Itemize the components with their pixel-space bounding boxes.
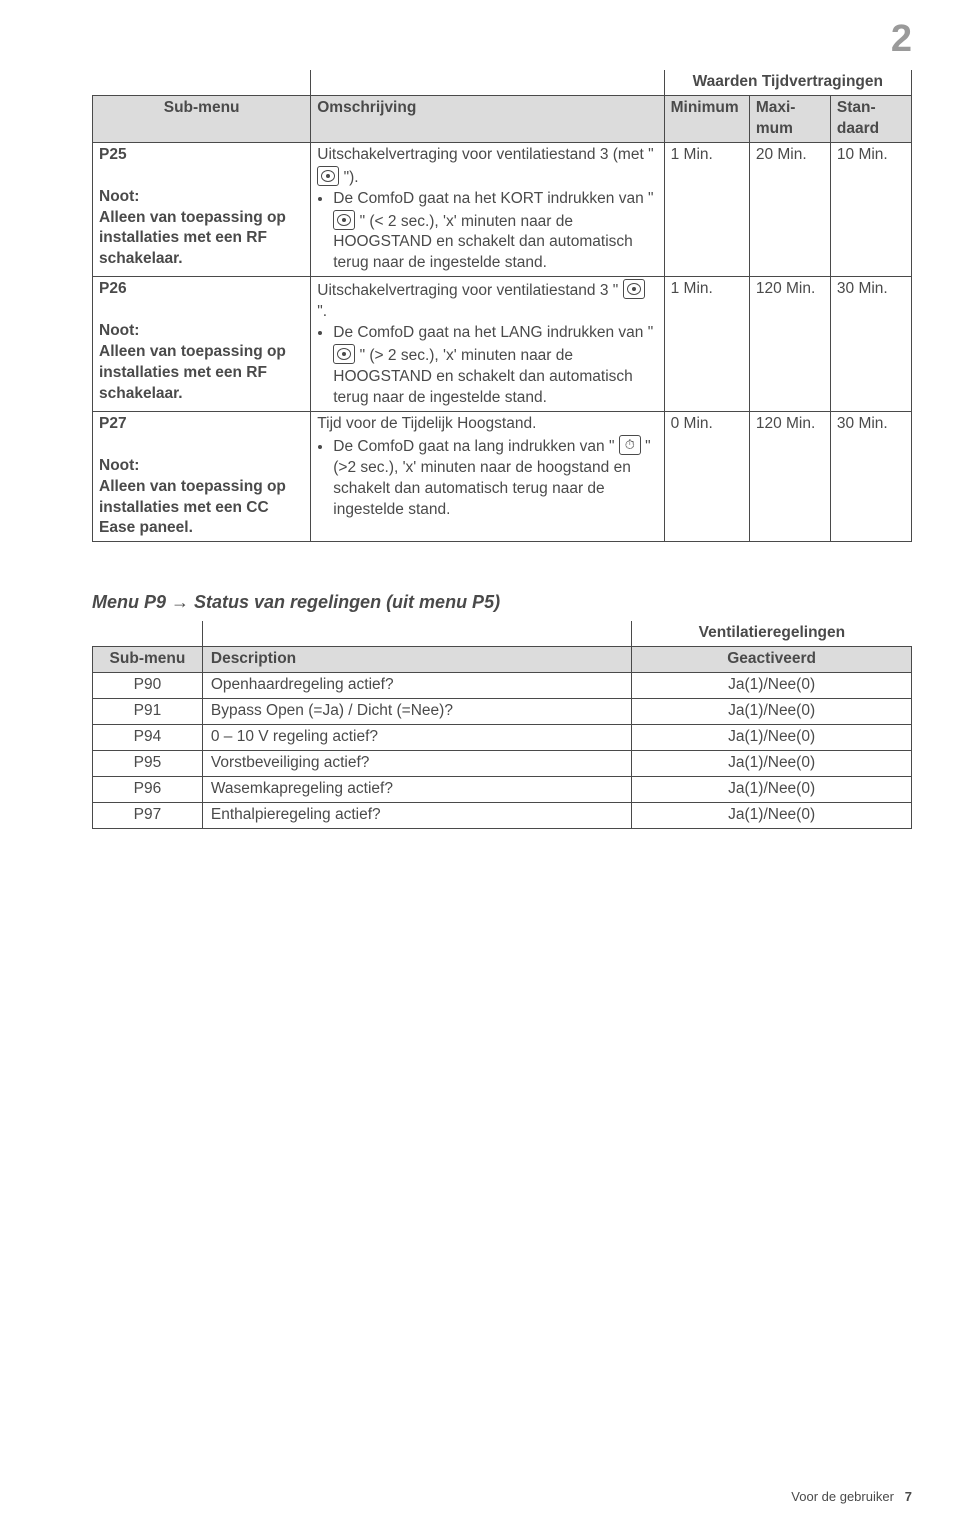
param-code: P25 bbox=[99, 145, 304, 166]
blank-header-cell bbox=[93, 70, 311, 95]
bullet-item: De ComfoD gaat na het LANG indrukken van… bbox=[333, 323, 657, 409]
table-group-header: Waarden Tijdvertragingen bbox=[664, 70, 911, 95]
cell-desc: Enthalpieregeling actief? bbox=[202, 802, 631, 828]
col-header-omschrijving: Omschrijving bbox=[311, 95, 664, 142]
fan-icon bbox=[333, 344, 355, 364]
noot-text: Alleen van toepassing op installaties me… bbox=[99, 208, 304, 271]
cell-min: 1 Min. bbox=[664, 142, 749, 277]
bullet-text: " (> 2 sec.), 'x' minuten naar de HOOGST… bbox=[333, 347, 633, 406]
param-code: P27 bbox=[99, 414, 304, 435]
table-ventilatieregelingen: Ventilatieregelingen Sub-menu Descriptio… bbox=[92, 621, 912, 828]
fan-icon bbox=[317, 166, 339, 186]
cell-code: P96 bbox=[93, 776, 203, 802]
table-row: P94 0 – 10 V regeling actief? Ja(1)/Nee(… bbox=[93, 725, 912, 751]
cell-max: 20 Min. bbox=[749, 142, 830, 277]
timer-icon bbox=[619, 435, 641, 455]
section-title-p9: Menu P9 → Status van regelingen (uit men… bbox=[92, 592, 912, 613]
param-code: P26 bbox=[99, 279, 304, 300]
cell-code: P95 bbox=[93, 750, 203, 776]
col-header-text: Maxi- bbox=[756, 99, 796, 116]
cell-val: Ja(1)/Nee(0) bbox=[632, 725, 912, 751]
cell-code: P91 bbox=[93, 699, 203, 725]
noot-text: Alleen van toepassing op installaties me… bbox=[99, 342, 304, 405]
table-group-header: Ventilatieregelingen bbox=[632, 621, 912, 646]
cell-desc: Openhaardregeling actief? bbox=[202, 673, 631, 699]
col-header-submenu: Sub-menu bbox=[93, 95, 311, 142]
page-footer: Voor de gebruiker 7 bbox=[791, 1489, 912, 1504]
cell-std: 30 Min. bbox=[830, 277, 911, 412]
cell-omschrijving: Uitschakelvertraging voor ventilatiestan… bbox=[311, 277, 664, 412]
noot-label: Noot: bbox=[99, 321, 304, 342]
desc-text: ". bbox=[317, 303, 327, 320]
table-row: P90 Openhaardregeling actief? Ja(1)/Nee(… bbox=[93, 673, 912, 699]
table-row: P95 Vorstbeveiliging actief? Ja(1)/Nee(0… bbox=[93, 750, 912, 776]
cell-std: 30 Min. bbox=[830, 411, 911, 542]
col-header-text: Stan- bbox=[837, 99, 876, 116]
cell-val: Ja(1)/Nee(0) bbox=[632, 699, 912, 725]
cell-omschrijving: Tijd voor de Tijdelijk Hoogstand. De Com… bbox=[311, 411, 664, 542]
fan-icon bbox=[623, 279, 645, 299]
cell-submenu: P26 Noot: Alleen van toepassing op insta… bbox=[93, 277, 311, 412]
bullet-text: De ComfoD gaat na het LANG indrukken van… bbox=[333, 324, 653, 341]
cell-min: 0 Min. bbox=[664, 411, 749, 542]
col-header-standaard: Stan- daard bbox=[830, 95, 911, 142]
arrow-icon: → bbox=[171, 592, 189, 612]
table-row: P96 Wasemkapregeling actief? Ja(1)/Nee(0… bbox=[93, 776, 912, 802]
bullet-text: De ComfoD gaat na lang indrukken van " bbox=[333, 438, 614, 455]
col-header-text: daard bbox=[837, 120, 879, 137]
section-title-text: Menu P9 bbox=[92, 592, 171, 612]
cell-min: 1 Min. bbox=[664, 277, 749, 412]
cell-submenu: P27 Noot: Alleen van toepassing op insta… bbox=[93, 411, 311, 542]
cell-max: 120 Min. bbox=[749, 277, 830, 412]
cell-desc: Wasemkapregeling actief? bbox=[202, 776, 631, 802]
section-title-text: Status van regelingen (uit menu P5) bbox=[189, 592, 500, 612]
table-row: P91 Bypass Open (=Ja) / Dicht (=Nee)? Ja… bbox=[93, 699, 912, 725]
noot-label: Noot: bbox=[99, 187, 304, 208]
page-corner-number: 2 bbox=[891, 18, 912, 61]
col-header-text: mum bbox=[756, 120, 793, 137]
blank-header-cell bbox=[311, 70, 664, 95]
col-header-minimum: Minimum bbox=[664, 95, 749, 142]
table-tijdvertragingen: Waarden Tijdvertragingen Sub-menu Omschr… bbox=[92, 70, 912, 542]
cell-omschrijving: Uitschakelvertraging voor ventilatiestan… bbox=[311, 142, 664, 277]
cell-max: 120 Min. bbox=[749, 411, 830, 542]
cell-desc: 0 – 10 V regeling actief? bbox=[202, 725, 631, 751]
col-header-maximum: Maxi- mum bbox=[749, 95, 830, 142]
col-header-submenu: Sub-menu bbox=[93, 647, 203, 673]
bullet-text: " (< 2 sec.), 'x' minuten naar de HOOGST… bbox=[333, 213, 633, 272]
blank-header-cell bbox=[202, 621, 631, 646]
noot-label: Noot: bbox=[99, 456, 304, 477]
bullet-item: De ComfoD gaat na lang indrukken van " "… bbox=[333, 435, 657, 521]
cell-val: Ja(1)/Nee(0) bbox=[632, 802, 912, 828]
col-header-description: Description bbox=[202, 647, 631, 673]
cell-desc: Bypass Open (=Ja) / Dicht (=Nee)? bbox=[202, 699, 631, 725]
cell-desc: Vorstbeveiliging actief? bbox=[202, 750, 631, 776]
cell-code: P90 bbox=[93, 673, 203, 699]
cell-code: P97 bbox=[93, 802, 203, 828]
fan-icon bbox=[333, 210, 355, 230]
blank-header-cell bbox=[93, 621, 203, 646]
page-content: Waarden Tijdvertragingen Sub-menu Omschr… bbox=[0, 0, 960, 829]
cell-val: Ja(1)/Nee(0) bbox=[632, 750, 912, 776]
noot-text: Alleen van toepassing op installaties me… bbox=[99, 477, 304, 540]
desc-text: Uitschakelvertraging voor ventilatiestan… bbox=[317, 282, 618, 299]
bullet-item: De ComfoD gaat na het KORT indrukken van… bbox=[333, 189, 657, 275]
bullet-text: De ComfoD gaat na het KORT indrukken van… bbox=[333, 190, 653, 207]
cell-std: 10 Min. bbox=[830, 142, 911, 277]
cell-val: Ja(1)/Nee(0) bbox=[632, 776, 912, 802]
col-header-geactiveerd: Geactiveerd bbox=[632, 647, 912, 673]
desc-text: "). bbox=[344, 169, 359, 186]
table-row: P27 Noot: Alleen van toepassing op insta… bbox=[93, 411, 912, 542]
cell-val: Ja(1)/Nee(0) bbox=[632, 673, 912, 699]
cell-code: P94 bbox=[93, 725, 203, 751]
desc-text: Uitschakelvertraging voor ventilatiestan… bbox=[317, 146, 653, 163]
table-row: P97 Enthalpieregeling actief? Ja(1)/Nee(… bbox=[93, 802, 912, 828]
cell-submenu: P25 Noot: Alleen van toepassing op insta… bbox=[93, 142, 311, 277]
desc-text: Tijd voor de Tijdelijk Hoogstand. bbox=[317, 415, 536, 432]
footer-label: Voor de gebruiker bbox=[791, 1489, 894, 1504]
table-row: P26 Noot: Alleen van toepassing op insta… bbox=[93, 277, 912, 412]
footer-page-num: 7 bbox=[905, 1489, 912, 1504]
table-row: P25 Noot: Alleen van toepassing op insta… bbox=[93, 142, 912, 277]
